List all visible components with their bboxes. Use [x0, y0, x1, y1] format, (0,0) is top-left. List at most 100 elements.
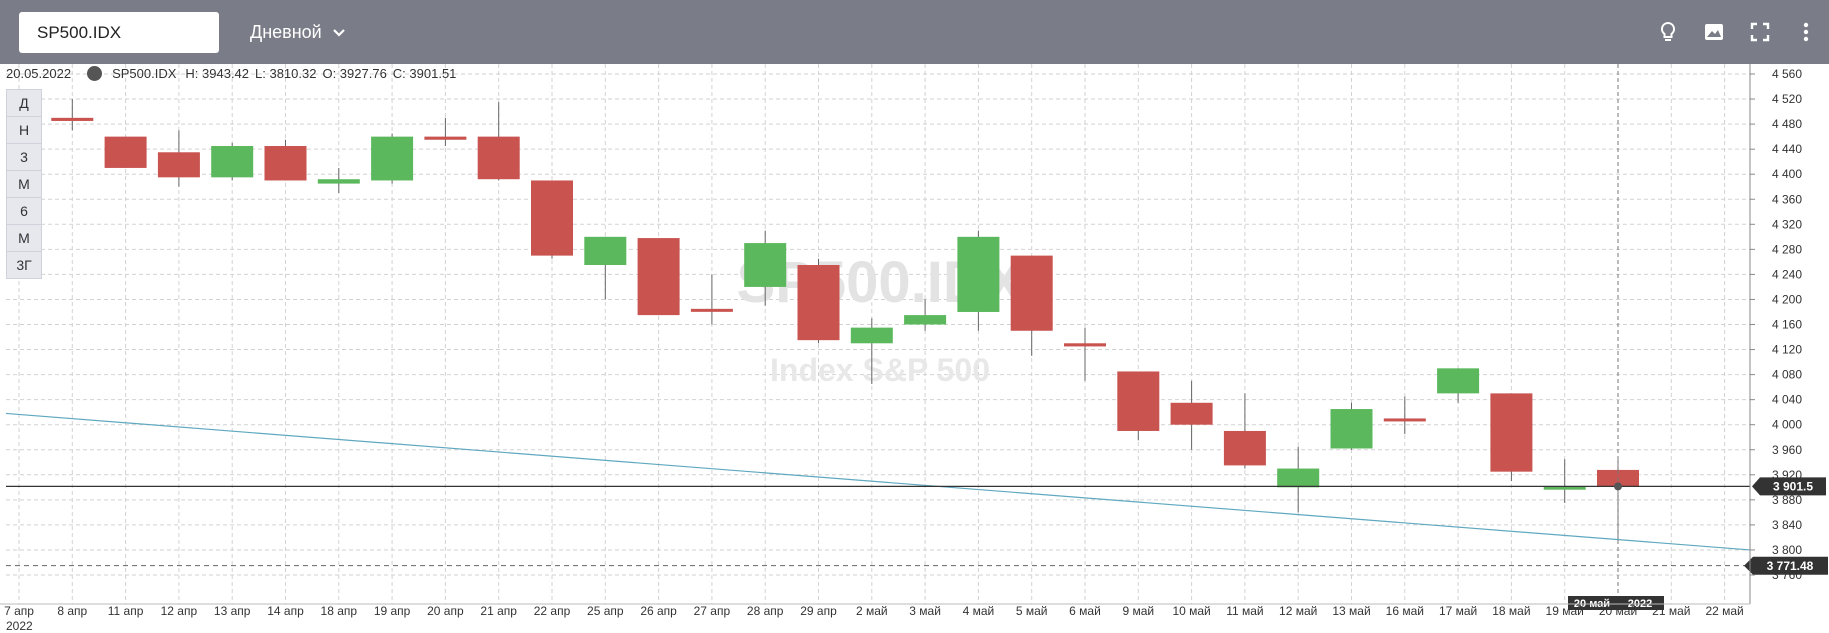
y-tick-label: 4 320	[1772, 217, 1802, 231]
image-icon[interactable]	[1702, 20, 1726, 44]
more-vertical-icon[interactable]	[1794, 20, 1818, 44]
range-button-6m-letter[interactable]: М	[7, 225, 41, 252]
y-tick-label: 3 840	[1772, 518, 1802, 532]
candle-body	[744, 243, 787, 287]
x-tick-label: 21 апр	[480, 604, 517, 618]
y-tick-label: 3 760	[1772, 568, 1802, 582]
y-tick-label: 4 480	[1772, 117, 1802, 131]
x-tick-label: 12 апр	[161, 604, 198, 618]
range-button-3y[interactable]: 3Г	[16, 257, 32, 273]
symbol-input[interactable]: SP500.IDX	[19, 12, 219, 53]
x-tick-label: 13 май	[1332, 604, 1370, 618]
x-tick-label: 27 апр	[694, 604, 731, 618]
info-low: L: 3810.32	[255, 65, 317, 81]
y-tick-label: 4 400	[1772, 167, 1802, 181]
candle-body	[1330, 409, 1373, 449]
period-label: Дневной	[250, 22, 322, 42]
fullscreen-icon[interactable]	[1748, 20, 1772, 44]
y-tick-label: 4 120	[1772, 343, 1802, 357]
candle-body	[797, 265, 840, 341]
candle-body	[317, 179, 360, 184]
x-tick-label: 11 апр	[108, 604, 144, 618]
range-selector: Д Н 3 М 6 М 3Г	[6, 89, 42, 279]
candle-body	[957, 236, 1000, 312]
x-tick-label: 4 май	[963, 604, 995, 618]
x-tick-label: 12 май	[1279, 604, 1317, 618]
y-tick-label: 4 040	[1772, 393, 1802, 407]
chevron-down-icon	[332, 12, 346, 53]
candle-body	[264, 146, 307, 181]
x-tick-label: 6 май	[1069, 604, 1101, 618]
candle-body	[1064, 343, 1106, 347]
range-button-1w[interactable]: Н	[7, 117, 41, 144]
candle-body	[904, 315, 947, 325]
x-tick-label: 2 май	[856, 604, 888, 618]
crosshair-date-badge	[1568, 596, 1664, 610]
candle-body	[637, 238, 680, 316]
candle-body	[1223, 430, 1266, 466]
x-tick-label: 16 май	[1386, 604, 1424, 618]
info-open: O: 3927.76	[322, 65, 387, 81]
y-tick-label: 4 280	[1772, 242, 1802, 256]
y-tick-label: 4 560	[1772, 67, 1802, 81]
series-color-dot	[87, 65, 103, 81]
range-button-3m-digit[interactable]: 3	[7, 144, 41, 171]
x-tick-label: 7 апр	[4, 604, 34, 618]
y-tick-label: 3 960	[1772, 443, 1802, 457]
candle-body	[1543, 486, 1586, 490]
x-tick-label: 18 май	[1492, 604, 1530, 618]
x-tick-label: 26 апр	[640, 604, 677, 618]
x-tick-label: 21 май	[1652, 604, 1690, 618]
x-tick-label: 28 апр	[747, 604, 784, 618]
range-button-3m-letter[interactable]: М	[7, 171, 41, 198]
candle-body	[477, 136, 520, 180]
x-tick-label: 29 апр	[800, 604, 837, 618]
x-year-label: 2022	[6, 619, 33, 633]
x-tick-label: 8 апр	[57, 604, 87, 618]
y-tick-label: 4 080	[1772, 368, 1802, 382]
y-tick-label: 4 440	[1772, 142, 1802, 156]
y-tick-label: 4 360	[1772, 192, 1802, 206]
x-tick-label: 20 май	[1599, 604, 1637, 618]
range-button-1d[interactable]: Д	[7, 90, 41, 117]
x-tick-label: 10 май	[1172, 604, 1210, 618]
chart-grid	[6, 64, 1750, 604]
x-tick-label: 19 апр	[374, 604, 411, 618]
trendline-end-label: 3 771.48	[1767, 559, 1814, 573]
info-symbol: SP500.IDX	[112, 65, 177, 81]
x-tick-label: 14 апр	[267, 604, 304, 618]
x-tick-label: 18 апр	[321, 604, 358, 618]
last-price-badge	[1752, 477, 1826, 496]
candle-body	[850, 327, 893, 344]
toolbar: SP500.IDX Дневной	[0, 0, 1829, 64]
candle-body	[1383, 418, 1426, 422]
y-tick-label: 4 520	[1772, 92, 1802, 106]
x-tick-label: 22 апр	[534, 604, 571, 618]
chart-area[interactable]: SP500.IDX Index S&P 500 3 901.5 3 771.48 2…	[0, 64, 1829, 633]
y-axis: 4 560 4 520 4 480 4 440 4 400 4 360 4 320 4 280…	[1749, 64, 1802, 604]
lightbulb-icon[interactable]	[1656, 20, 1680, 44]
x-axis: 7 апр 8 апр 11 апр 12 апр 13 апр 14 апр 18 апр…	[0, 603, 1750, 633]
candle-body	[211, 146, 254, 178]
candles	[51, 99, 1639, 544]
candle-body	[1010, 255, 1053, 331]
x-tick-label: 25 апр	[587, 604, 624, 618]
x-tick-label: 13 апр	[214, 604, 251, 618]
x-tick-label: 3 май	[909, 604, 941, 618]
trendline	[5, 412, 1751, 551]
period-dropdown[interactable]: Дневной	[250, 12, 346, 53]
info-close: C: 3901.51	[392, 65, 457, 81]
x-tick-label: 22 май	[1705, 604, 1743, 618]
candle-body	[690, 308, 733, 312]
candle-body	[584, 236, 627, 266]
x-tick-label: 20 апр	[427, 604, 464, 618]
candle-body	[1490, 393, 1533, 472]
candle-body	[1437, 368, 1480, 394]
candle-body	[51, 117, 94, 121]
x-tick-label: 19 май	[1546, 604, 1584, 618]
range-button-6m-digit[interactable]: 6	[7, 198, 41, 225]
y-tick-label: 3 920	[1772, 468, 1802, 482]
x-tick-label: 11 май	[1226, 604, 1263, 618]
candle-body	[1170, 402, 1213, 425]
